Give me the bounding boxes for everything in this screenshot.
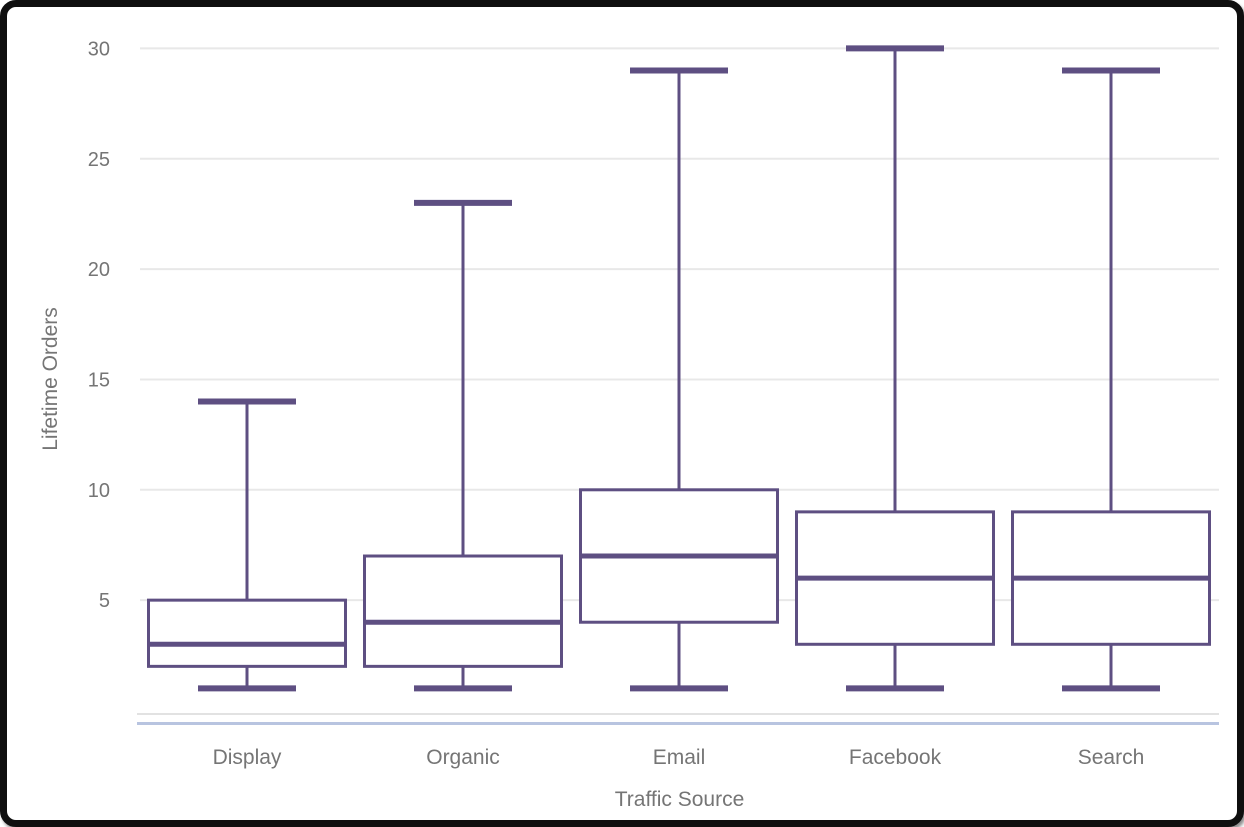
boxplot-display[interactable] — [147, 398, 347, 692]
y-tick-label-5: 5 — [99, 590, 110, 612]
boxplot-organic[interactable] — [363, 199, 563, 692]
y-axis-title: Lifetime Orders — [39, 307, 62, 451]
y-tick-label-10: 10 — [88, 480, 110, 502]
box-iqr[interactable] — [363, 554, 563, 668]
y-tick-label-15: 15 — [88, 369, 110, 391]
x-tick-label-email: Email — [653, 746, 706, 769]
x-axis-title: Traffic Source — [615, 788, 745, 811]
boxplot-search[interactable] — [1011, 67, 1211, 692]
boxplot-facebook[interactable] — [795, 45, 995, 692]
x-tick-label-display: Display — [213, 746, 282, 769]
x-tick-label-organic: Organic — [426, 746, 500, 769]
x-tick-label-facebook: Facebook — [849, 746, 942, 769]
box-iqr[interactable] — [147, 598, 347, 668]
y-tick-label-30: 30 — [88, 38, 110, 60]
x-tick-label-search: Search — [1078, 746, 1145, 769]
y-tick-label-25: 25 — [88, 149, 110, 171]
y-tick-label-20: 20 — [88, 259, 110, 281]
boxplot-email[interactable] — [579, 67, 779, 692]
